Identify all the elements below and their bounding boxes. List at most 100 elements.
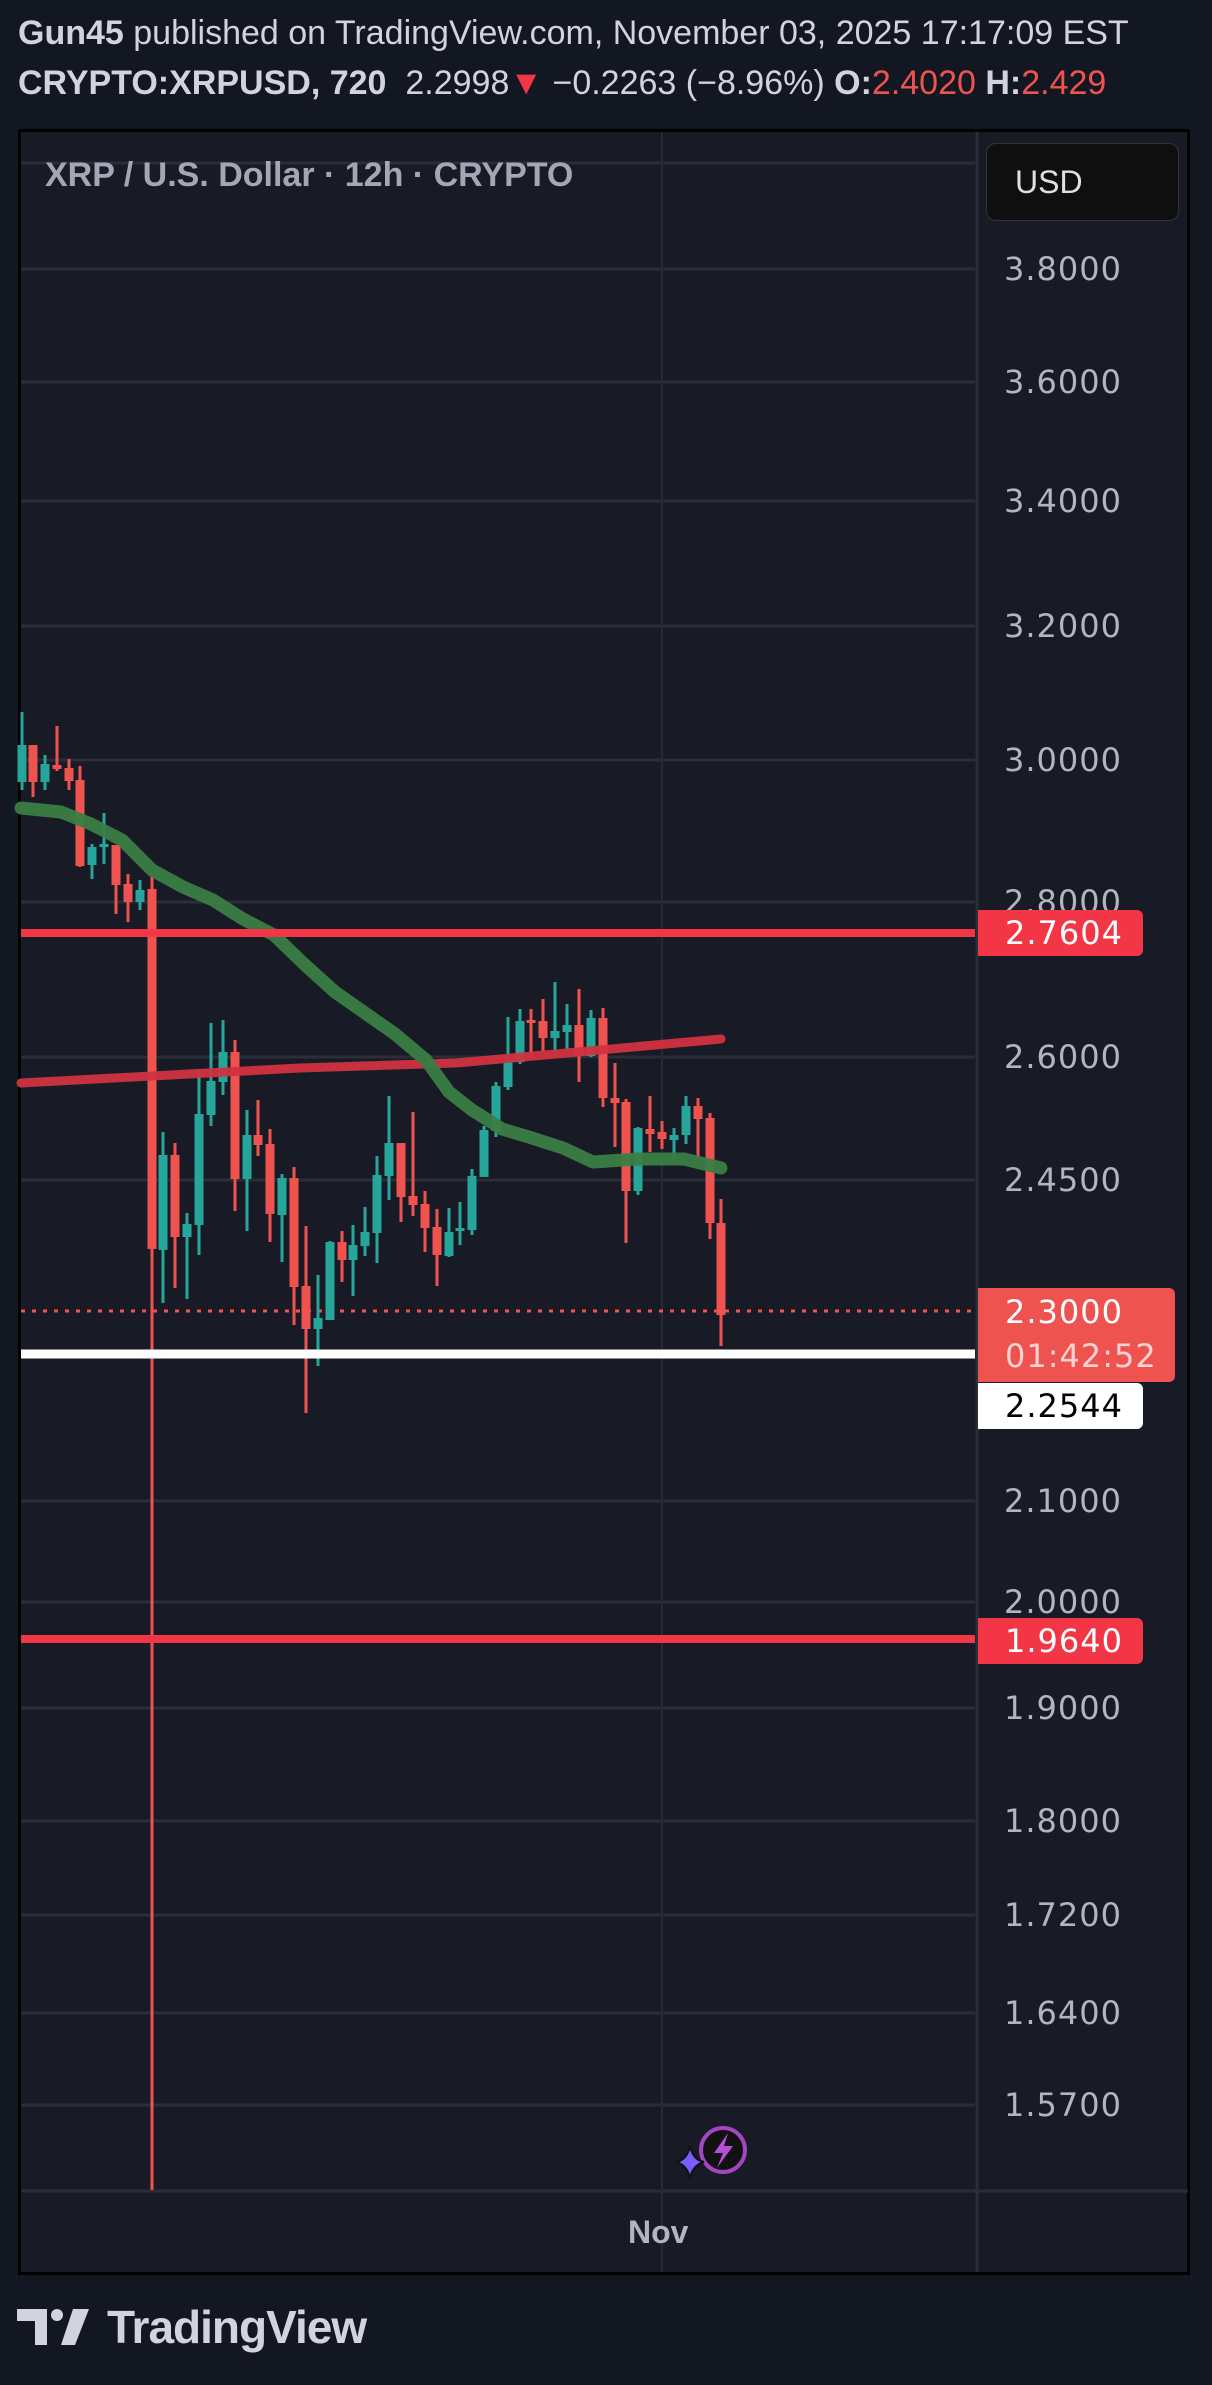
open-label: O: <box>834 64 872 102</box>
candle <box>289 1167 299 1325</box>
candle <box>467 1169 477 1235</box>
time-axis-label-nov: Nov <box>628 2214 689 2250</box>
published-text: published on TradingView.com, November 0… <box>123 14 1129 52</box>
high-value: 2.429 <box>1021 64 1107 102</box>
price-tick-label: 3.4000 <box>1004 482 1122 520</box>
tradingview-logo[interactable]: TradingView <box>17 2300 367 2354</box>
currency-button[interactable]: USD <box>986 143 1179 221</box>
open-value: 2.4020 <box>871 64 976 102</box>
candle <box>40 755 50 790</box>
author-name[interactable]: Gun45 <box>18 14 124 52</box>
resistance-price-label: 2.7604 <box>978 910 1143 956</box>
price-tick-label: 1.5700 <box>1004 2086 1122 2124</box>
price-tick-label: 2.6000 <box>1004 1038 1122 1076</box>
candle <box>515 1009 525 1064</box>
price-tick-label: 1.6400 <box>1004 1994 1122 2032</box>
tradingview-wordmark: TradingView <box>107 2301 367 2353</box>
candle <box>444 1208 454 1257</box>
candle <box>526 1009 536 1058</box>
candle <box>372 1156 382 1263</box>
candle <box>621 1099 631 1243</box>
candle <box>313 1275 323 1366</box>
candle <box>681 1096 691 1144</box>
last-price: 2.2998 <box>405 64 510 102</box>
candle <box>147 876 157 2190</box>
candle <box>491 1082 501 1137</box>
publish-info: Gun45 published on TradingView.com, Nove… <box>18 10 1212 56</box>
price-tick-label: 3.2000 <box>1004 607 1122 645</box>
candles <box>17 712 726 2190</box>
price-tick-label: 1.9000 <box>1004 1689 1122 1727</box>
fast-moving-average <box>14 801 728 1175</box>
price-tick-label: 2.1000 <box>1004 1482 1122 1520</box>
candle <box>28 745 38 797</box>
bar-countdown: 01:42:52 <box>1005 1337 1157 1375</box>
candle <box>538 999 548 1052</box>
price-tick-label: 2.4500 <box>1004 1161 1122 1199</box>
candle <box>158 1132 168 1303</box>
chart-frame <box>18 129 1190 2275</box>
candle <box>182 1213 192 1299</box>
candle <box>17 712 27 790</box>
candle <box>432 1209 442 1286</box>
chart-title: XRP / U.S. Dollar · 12h · CRYPTO <box>45 156 574 194</box>
candle <box>194 1070 204 1255</box>
price-tick-label: 2.0000 <box>1004 1583 1122 1621</box>
candle <box>218 1020 228 1095</box>
candle <box>479 1126 489 1177</box>
symbol-label: CRYPTO:XRPUSD, 720 <box>18 64 387 102</box>
candle <box>123 874 133 922</box>
candle <box>669 1128 679 1159</box>
candle <box>337 1231 347 1282</box>
candle <box>574 989 584 1082</box>
price-tick-label: 1.8000 <box>1004 1802 1122 1840</box>
candle <box>610 1063 620 1147</box>
candle <box>562 1004 572 1049</box>
candle <box>384 1096 394 1200</box>
candle <box>99 813 109 864</box>
high-label: H: <box>985 64 1022 102</box>
price-tick-label: 3.8000 <box>1004 250 1122 288</box>
candle <box>716 1199 726 1346</box>
candle <box>111 845 121 914</box>
price-tick-label: 3.6000 <box>1004 363 1122 401</box>
candle <box>657 1121 667 1149</box>
candle <box>52 726 62 771</box>
current-price-value: 2.3000 <box>1005 1293 1123 1331</box>
support-price-label: 1.9640 <box>978 1618 1143 1664</box>
candle <box>242 1110 252 1231</box>
candle <box>705 1113 715 1239</box>
candle <box>396 1143 406 1222</box>
current-price-badge: 2.3000 01:42:52 <box>978 1288 1175 1382</box>
candle <box>598 1008 608 1107</box>
candle <box>455 1202 465 1245</box>
candle <box>550 982 560 1055</box>
lightning-sparkle-icon[interactable] <box>675 2126 747 2179</box>
tradingview-logo-icon <box>17 2309 89 2345</box>
candle <box>693 1098 703 1158</box>
candle <box>360 1207 370 1256</box>
candle <box>87 844 97 879</box>
candle <box>301 1226 311 1413</box>
candle <box>325 1241 335 1320</box>
candle <box>348 1225 358 1296</box>
candle <box>265 1129 275 1242</box>
candle <box>230 1040 240 1211</box>
candle <box>64 759 74 790</box>
price-tick-label: 1.7200 <box>1004 1896 1122 1934</box>
candle <box>408 1112 418 1216</box>
candle <box>253 1100 263 1156</box>
candle <box>586 1010 596 1057</box>
white-level-price-label: 2.2544 <box>978 1383 1143 1429</box>
down-arrow-icon: ▼ <box>509 64 544 102</box>
candle <box>277 1174 287 1262</box>
candle <box>503 1017 513 1090</box>
candle <box>170 1143 180 1288</box>
candle <box>135 880 145 910</box>
slow-moving-average <box>16 1034 726 1088</box>
candle <box>645 1096 655 1152</box>
symbol-info-line: CRYPTO:XRPUSD, 720 2.2998▼ −0.2263 (−8.9… <box>18 60 1212 106</box>
price-tick-label: 3.0000 <box>1004 741 1122 779</box>
candle <box>420 1191 430 1252</box>
